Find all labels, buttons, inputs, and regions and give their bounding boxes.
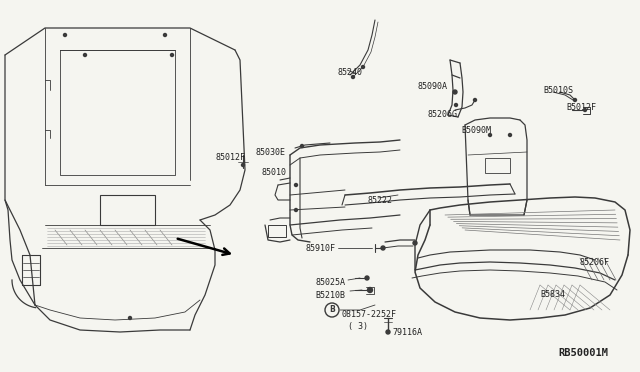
Bar — [268, 225, 286, 237]
Circle shape — [474, 99, 477, 102]
Circle shape — [170, 54, 173, 57]
Text: ( 3): ( 3) — [348, 322, 368, 331]
Circle shape — [454, 103, 458, 106]
Text: 85222: 85222 — [368, 196, 393, 205]
Circle shape — [453, 90, 457, 94]
Circle shape — [386, 330, 390, 334]
Circle shape — [573, 99, 577, 102]
Text: 85910F: 85910F — [305, 244, 335, 253]
Circle shape — [351, 76, 355, 78]
Circle shape — [413, 241, 417, 245]
Circle shape — [83, 54, 86, 57]
Text: B: B — [329, 305, 335, 314]
Circle shape — [294, 208, 298, 212]
Circle shape — [163, 33, 166, 36]
Circle shape — [584, 109, 586, 112]
Circle shape — [241, 164, 244, 167]
Bar — [485, 158, 510, 173]
Circle shape — [63, 33, 67, 36]
Text: RB50001M: RB50001M — [558, 348, 608, 358]
Text: 85206G: 85206G — [428, 110, 458, 119]
Text: 79116A: 79116A — [392, 328, 422, 337]
Circle shape — [488, 134, 492, 137]
Text: B5834: B5834 — [540, 290, 565, 299]
Text: 85240: 85240 — [338, 68, 363, 77]
Text: 08157-2252F: 08157-2252F — [342, 310, 397, 319]
Circle shape — [129, 317, 131, 320]
Text: 85090A: 85090A — [418, 82, 448, 91]
Text: 85206F: 85206F — [580, 258, 610, 267]
Text: B5090M: B5090M — [461, 126, 491, 135]
Text: 85010: 85010 — [261, 168, 286, 177]
Text: 85030E: 85030E — [255, 148, 285, 157]
Text: 85025A: 85025A — [315, 278, 345, 287]
Bar — [100, 195, 155, 225]
Circle shape — [301, 144, 303, 148]
Circle shape — [381, 246, 385, 250]
Circle shape — [362, 65, 365, 68]
Text: B5210B: B5210B — [315, 291, 345, 300]
Circle shape — [509, 134, 511, 137]
Text: 85012F: 85012F — [215, 153, 245, 162]
Text: B5010S: B5010S — [543, 86, 573, 95]
Circle shape — [294, 183, 298, 186]
Text: B5012F: B5012F — [566, 103, 596, 112]
Circle shape — [367, 288, 372, 292]
Circle shape — [365, 276, 369, 280]
